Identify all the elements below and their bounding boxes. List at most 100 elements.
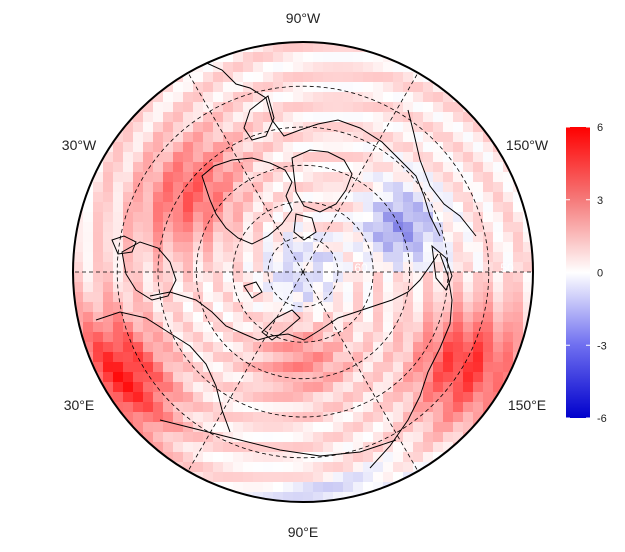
- anomaly-cell: [433, 332, 444, 343]
- anomaly-cell: [133, 282, 144, 293]
- anomaly-cell: [113, 282, 124, 293]
- anomaly-cell: [243, 322, 254, 333]
- anomaly-cell: [273, 342, 284, 353]
- anomaly-cell: [503, 202, 514, 213]
- anomaly-cell: [263, 462, 274, 473]
- anomaly-cell: [173, 272, 184, 283]
- anomaly-cell: [193, 282, 204, 293]
- anomaly-cell: [193, 92, 204, 103]
- anomaly-cell: [103, 322, 114, 333]
- anomaly-cell: [443, 192, 454, 203]
- anomaly-cell: [263, 422, 274, 433]
- anomaly-cell: [513, 192, 524, 203]
- anomaly-cell: [113, 222, 124, 233]
- anomaly-cell: [453, 92, 464, 103]
- anomaly-cell: [383, 302, 394, 313]
- anomaly-cell: [263, 412, 274, 423]
- anomaly-cell: [203, 382, 214, 393]
- anomaly-cell: [253, 322, 264, 333]
- anomaly-cell: [183, 242, 194, 253]
- anomaly-cell: [353, 292, 364, 303]
- anomaly-cell: [173, 432, 184, 443]
- anomaly-cell: [223, 142, 234, 153]
- anomaly-cell: [213, 222, 224, 233]
- anomaly-cell: [333, 392, 344, 403]
- anomaly-cell: [273, 362, 284, 373]
- anomaly-cell: [183, 322, 194, 333]
- anomaly-cell: [393, 372, 404, 383]
- anomaly-cell: [263, 352, 274, 363]
- anomaly-cell: [233, 172, 244, 183]
- anomaly-cell: [333, 262, 344, 273]
- anomaly-cell: [203, 412, 214, 423]
- greenland-outline: [201, 157, 293, 245]
- anomaly-cell: [273, 52, 284, 63]
- parallel-50: [157, 126, 449, 418]
- anomaly-cell: [373, 422, 384, 433]
- anomaly-cell: [373, 472, 384, 483]
- anomaly-cell: [463, 312, 474, 323]
- anomaly-cell: [213, 292, 224, 303]
- anomaly-cell: [453, 252, 464, 263]
- anomaly-cell: [283, 272, 294, 283]
- anomaly-cell: [393, 322, 404, 333]
- anomaly-cell: [473, 272, 484, 283]
- anomaly-cell: [193, 132, 204, 143]
- anomaly-cell: [403, 312, 414, 323]
- meridian-60: [187, 72, 304, 273]
- anomaly-cell: [323, 312, 334, 323]
- anomaly-cell: [353, 362, 364, 373]
- anomaly-cell: [193, 112, 204, 123]
- anomaly-cell: [453, 292, 464, 303]
- anomaly-cell: [313, 332, 324, 343]
- anomaly-cell: [273, 272, 284, 283]
- anomaly-cell: [263, 172, 274, 183]
- anomaly-cell: [93, 202, 104, 213]
- anomaly-cell: [483, 392, 494, 403]
- anomaly-cell: [173, 372, 184, 383]
- anomaly-cell: [453, 422, 464, 433]
- kamchatka: [431, 244, 453, 291]
- anomaly-cell: [243, 192, 254, 203]
- anomaly-cell: [303, 242, 314, 253]
- anomaly-cell: [363, 392, 374, 403]
- anomaly-cell: [243, 412, 254, 423]
- anomaly-cell: [133, 272, 144, 283]
- anomaly-cell: [303, 292, 314, 303]
- anomaly-cell: [243, 352, 254, 363]
- anomaly-cell: [303, 422, 314, 433]
- anomaly-cell: [353, 392, 364, 403]
- anomaly-cell: [213, 452, 224, 463]
- anomaly-cell: [473, 322, 484, 333]
- anomaly-cell: [333, 92, 344, 103]
- anomaly-cell: [363, 372, 374, 383]
- anomaly-cell: [393, 142, 404, 153]
- anomaly-cell: [383, 152, 394, 163]
- anomaly-cell: [83, 372, 94, 383]
- anomaly-cell: [223, 152, 234, 163]
- anomaly-cell: [363, 182, 374, 193]
- anomaly-cell: [493, 242, 504, 253]
- anomaly-cell: [293, 312, 304, 323]
- anomaly-cell: [303, 472, 314, 483]
- anomaly-cell: [453, 372, 464, 383]
- anomaly-cell: [313, 372, 324, 383]
- anomaly-cell: [73, 272, 84, 283]
- anomaly-cell: [393, 462, 404, 473]
- anomaly-cell: [523, 342, 533, 353]
- anomaly-cell: [103, 202, 114, 213]
- anomaly-cell: [453, 302, 464, 313]
- anomaly-cell: [233, 372, 244, 383]
- anomaly-cell: [403, 192, 414, 203]
- anomaly-cell: [503, 182, 514, 193]
- anomaly-cell: [263, 342, 274, 353]
- anomaly-cell: [503, 362, 514, 373]
- anomaly-cell: [463, 392, 474, 403]
- anomaly-cell: [183, 452, 194, 463]
- anomaly-cell: [293, 442, 304, 453]
- anomaly-cell: [253, 242, 264, 253]
- anomaly-cell: [483, 212, 494, 223]
- anomaly-cell: [483, 182, 494, 193]
- anomaly-cell: [233, 52, 244, 63]
- anomaly-cell: [233, 322, 244, 333]
